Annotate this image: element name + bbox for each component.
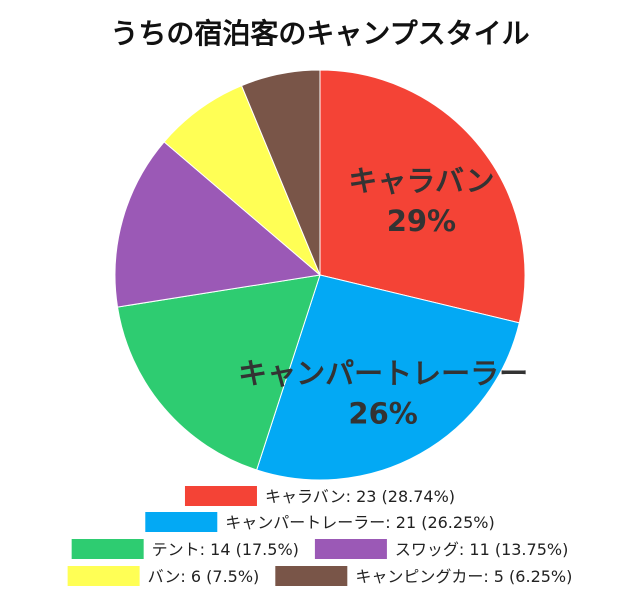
legend-swatch-2 (145, 512, 218, 532)
legend-label-2: キャンパートレーラー: 21 (26.25%) (225, 513, 494, 532)
pie-slice-5 (163, 84, 321, 276)
legend-swatch-5 (67, 566, 140, 586)
pie-slice-4 (114, 141, 322, 308)
pie-slice-6 (240, 69, 321, 276)
pie-slice-1 (319, 69, 526, 324)
slice-labels: キャラバン 29% キャンパートレーラー 26% (238, 164, 528, 431)
pie-slices (114, 69, 526, 481)
legend: キャラバン: 23 (28.74%) キャンパートレーラー: 21 (26.25%… (67, 486, 572, 586)
pie-slice-3 (116, 274, 321, 471)
pie-slice-2 (256, 274, 520, 481)
legend-swatch-1 (184, 486, 257, 506)
legend-swatch-3 (71, 539, 144, 559)
legend-label-3: テント: 14 (17.5%) (152, 540, 299, 559)
legend-swatch-6 (275, 566, 348, 586)
slice-label-1: キャラバン (348, 164, 494, 198)
legend-swatch-4 (314, 539, 387, 559)
legend-label-5: バン: 6 (7.5%) (148, 567, 260, 586)
chart-title: うちの宿泊客のキャンプスタイル (110, 17, 529, 50)
slice-percent-2: 26% (348, 397, 417, 431)
slice-percent-1: 29% (387, 204, 456, 238)
legend-label-6: キャンピングカー: 5 (6.25%) (355, 567, 572, 586)
legend-label-1: キャラバン: 23 (28.74%) (265, 487, 455, 506)
legend-label-4: スワッグ: 11 (13.75%) (395, 540, 568, 559)
slice-label-2: キャンパートレーラー (238, 357, 528, 391)
